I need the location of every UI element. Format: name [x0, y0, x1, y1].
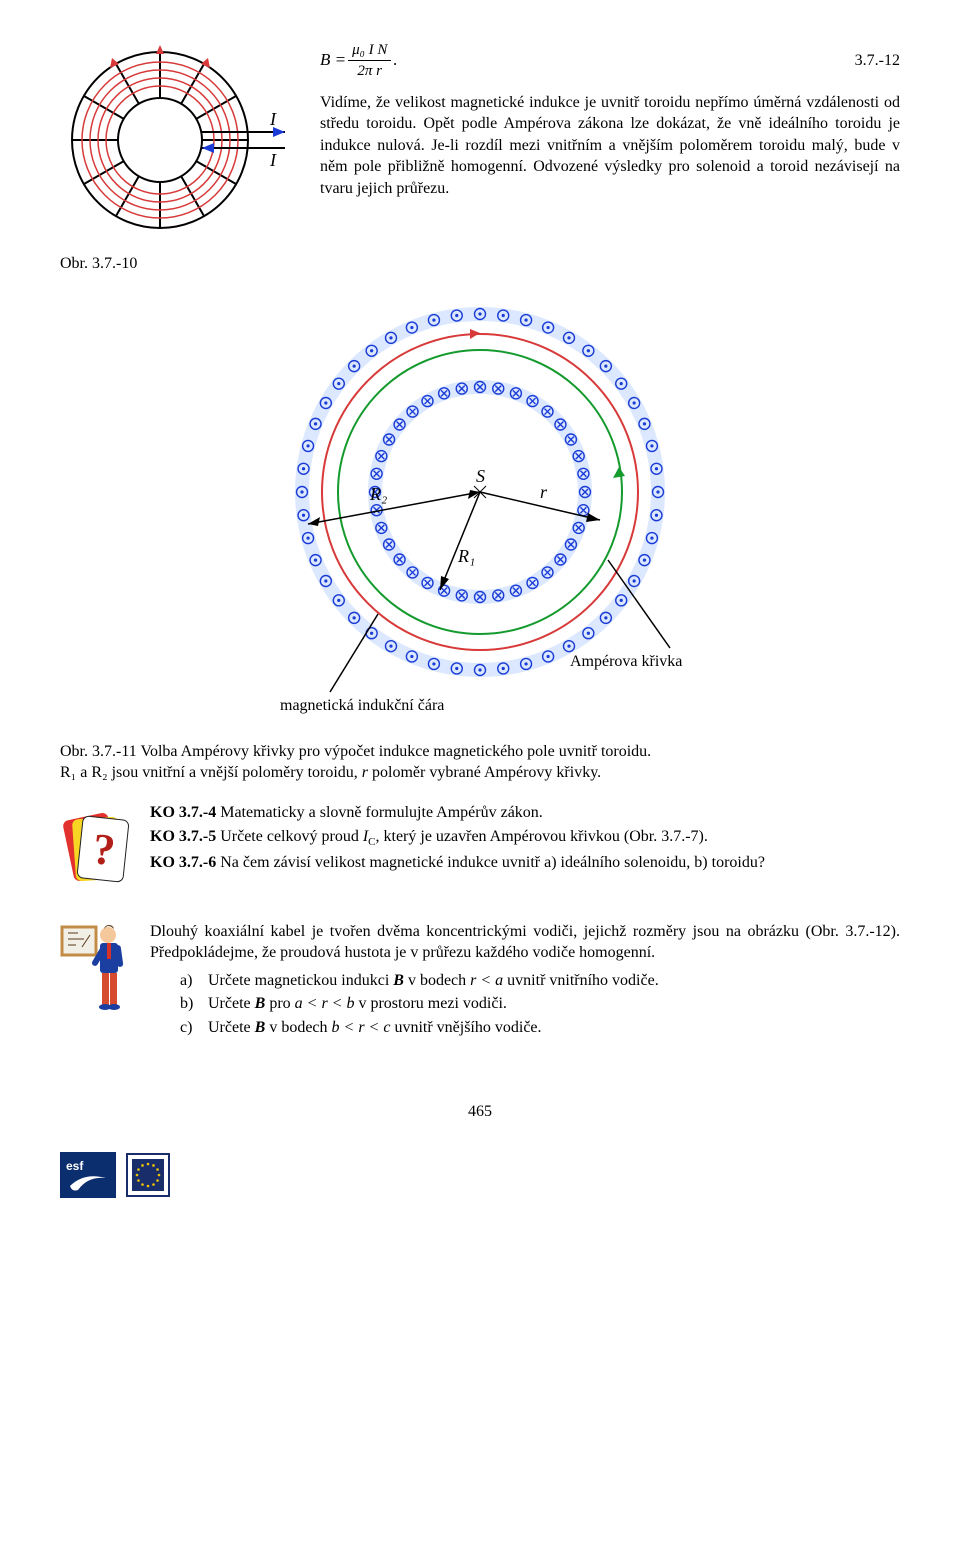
figure-3-7-11: S r R₂ R₁ Ampérova křivka magnetická ind… — [60, 292, 900, 729]
paragraph-1: Vidíme, že velikost magnetické indukce j… — [320, 92, 900, 200]
marker-b: b) — [180, 993, 200, 1015]
ko-375-text: Určete celkový proud IC, který je uzavře… — [216, 828, 708, 845]
fig311-line1: Obr. 3.7.-11 Volba Ampérovy křivky pro v… — [60, 743, 651, 760]
svg-text:R₂: R₂ — [369, 484, 387, 504]
svg-text:I: I — [269, 109, 277, 129]
ko-376-label: KO 3.7.-6 — [150, 854, 216, 871]
svg-text:S: S — [476, 466, 485, 486]
exercise-item-a: a) Určete magnetickou indukci B v bodech… — [180, 970, 900, 992]
svg-text:I: I — [269, 150, 277, 170]
equation-3-7-12: B = μ₀ I N 2π r . 3.7.-12 — [320, 40, 900, 82]
ko-376-text: Na čem závisí velikost magnetické indukc… — [216, 854, 765, 871]
eq-num: μ₀ I N — [352, 42, 387, 58]
toroid-cross-section-icon: S r R₂ R₁ Ampérova křivka magnetická ind… — [270, 292, 690, 722]
esf-logo-icon: esf — [60, 1152, 116, 1198]
ko-374-text: Matematicky a slovně formulujte Ampérův … — [216, 804, 543, 821]
marker-a: a) — [180, 970, 200, 992]
footer-logos: esf — [60, 1152, 900, 1198]
exercise-intro: Dlouhý koaxiální kabel je tvořen dvěma k… — [150, 921, 900, 964]
svg-text:r: r — [540, 482, 548, 502]
svg-text:R₁: R₁ — [457, 546, 475, 566]
fig-3-7-11-caption: Obr. 3.7.-11 Volba Ampérovy křivky pro v… — [60, 741, 900, 784]
ko-block: KO 3.7.-4 Matematicky a slovně formulujt… — [150, 802, 900, 875]
teacher-icon — [60, 921, 132, 1028]
eq-period: . — [393, 49, 397, 72]
exercise-item-b: b) Určete B pro a < r < b v prostoru mez… — [180, 993, 900, 1015]
fig-3-7-10-caption: Obr. 3.7.-10 — [60, 253, 290, 275]
marker-c: c) — [180, 1017, 200, 1039]
eq-den: 2π r — [357, 63, 382, 79]
page-number: 465 — [60, 1101, 900, 1123]
toroid-winding-icon: I I — [60, 40, 290, 240]
ko-374-label: KO 3.7.-4 — [150, 804, 216, 821]
fig311-line2a: R₁ a R₂ jsou vnitřní a vnější poloměry t… — [60, 764, 362, 781]
figure-3-7-10: I I Obr. 3.7.-10 — [60, 40, 290, 274]
svg-text:magnetická indukční čára: magnetická indukční čára — [280, 697, 444, 714]
fig311-line2b: poloměr vybrané Ampérovy křivky. — [368, 764, 601, 781]
svg-text:Ampérova křivka: Ampérova křivka — [570, 653, 682, 670]
svg-text:esf: esf — [66, 1159, 84, 1173]
ko-375-label: KO 3.7.-5 — [150, 828, 216, 845]
eu-flag-icon — [126, 1153, 170, 1197]
eq-fraction: μ₀ I N 2π r — [348, 40, 391, 82]
eq-lhs: B = — [320, 49, 346, 72]
eq-number: 3.7.-12 — [855, 50, 900, 72]
exercise-item-c: c) Určete B v bodech b < r < c uvnitř vn… — [180, 1017, 900, 1039]
question-cards-icon: ? — [60, 802, 132, 899]
exercise-block: Dlouhý koaxiální kabel je tvořen dvěma k… — [150, 921, 900, 1041]
